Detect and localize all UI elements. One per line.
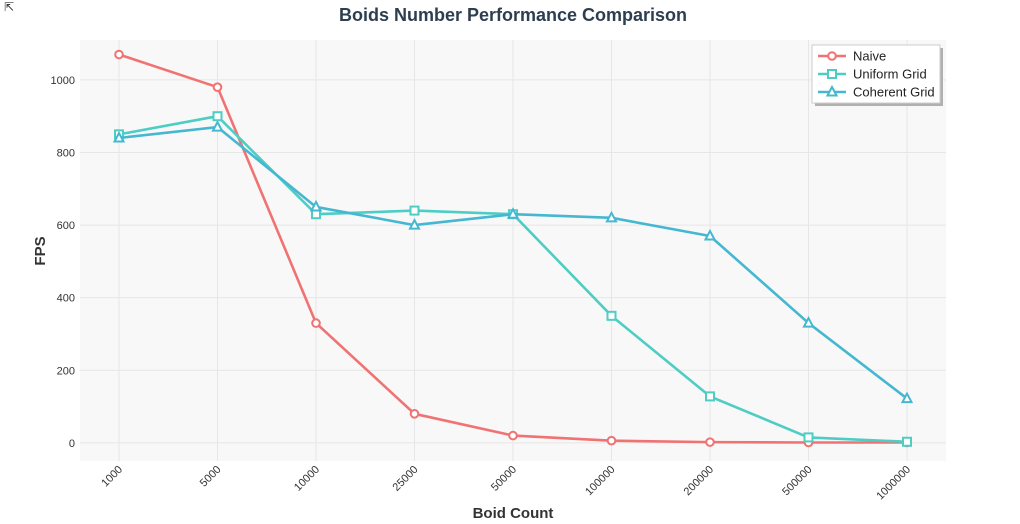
y-tick-label: 600 — [57, 220, 75, 232]
y-tick-label: 0 — [69, 438, 75, 450]
data-point-naive — [705, 437, 715, 447]
data-point-coherent-grid — [506, 207, 520, 219]
legend: Naive Uniform Grid Coherent Grid — [811, 44, 943, 106]
data-point-naive — [212, 82, 223, 92]
x-tick-label: 25000 — [391, 464, 421, 494]
y-tick-label: 800 — [57, 148, 75, 160]
x-axis-label: Boid Count — [473, 505, 554, 522]
x-tick-label: 50000 — [489, 464, 519, 494]
data-point-coherent-grid — [900, 391, 914, 404]
data-point-naive — [311, 318, 321, 328]
grid-lines — [80, 40, 946, 461]
legend-marker — [825, 84, 839, 97]
chart-title: Boids Number Performance Comparison — [339, 5, 687, 25]
x-tick-label: 5000 — [198, 464, 224, 490]
data-point-coherent-grid — [703, 228, 717, 241]
x-tick-label: 100000 — [583, 464, 617, 498]
data-point-uniform-grid — [705, 391, 715, 402]
x-tick-labels: 1000 5000 10000 25000 50000 100000 200000 50000… — [99, 464, 913, 503]
data-point-coherent-grid — [802, 315, 815, 328]
legend-label: Uniform Grid — [853, 67, 927, 82]
y-tick-label: 400 — [57, 293, 75, 305]
x-tick-label: 200000 — [682, 464, 716, 498]
series-coherent-grid — [112, 119, 914, 404]
data-point-coherent-grid — [309, 199, 323, 212]
expand-icon[interactable]: ⇱ — [4, 0, 15, 14]
data-point-coherent-grid — [408, 217, 421, 230]
legend-label: Coherent Grid — [853, 85, 935, 100]
data-point-naive — [606, 435, 617, 446]
y-tick-label: 1000 — [51, 75, 75, 87]
data-point-uniform-grid — [902, 436, 912, 447]
data-point-uniform-grid — [212, 111, 223, 122]
legend-marker — [827, 69, 837, 79]
legend-label: Naive — [853, 49, 886, 64]
data-point-uniform-grid — [606, 310, 617, 321]
x-tick-label: 1000 — [99, 464, 125, 490]
data-point-coherent-grid — [605, 210, 618, 223]
data-point-coherent-grid — [211, 119, 224, 132]
legend-marker — [827, 51, 837, 61]
x-tick-label: 500000 — [780, 464, 814, 498]
x-tick-label: 1000000 — [874, 464, 913, 503]
y-axis-label: FPS — [32, 236, 49, 265]
data-point-naive — [114, 49, 124, 60]
data-point-uniform-grid — [409, 205, 420, 216]
data-point-naive — [508, 430, 518, 441]
series-lines — [112, 49, 914, 448]
x-tick-label: 10000 — [292, 464, 322, 494]
y-tick-label: 200 — [57, 365, 75, 377]
data-point-coherent-grid — [112, 130, 126, 143]
data-point-uniform-grid — [803, 432, 814, 443]
y-tick-labels: 0 200 400 600 800 1000 — [51, 75, 75, 450]
data-point-naive — [409, 409, 420, 419]
